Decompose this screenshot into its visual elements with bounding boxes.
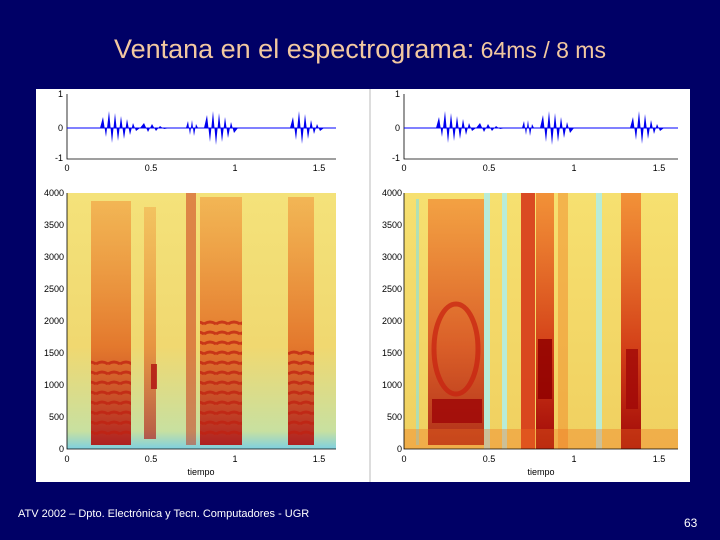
spectrogram-ytick-right-2000: 2000 [382, 316, 402, 326]
spectrogram-xtick-right-0: 0 [401, 454, 406, 464]
waveform-axes-left [66, 94, 336, 160]
waveform-xtick-right-1: 1 [571, 163, 576, 173]
waveform-signal-right [436, 111, 664, 145]
waveform-plot-left: 1 0 -1 0 0.5 1 1.5 [55, 89, 336, 173]
spectrogram-energy-right [404, 193, 678, 449]
waveform-axes-right [403, 94, 678, 160]
waveform-ytick-right-1: 1 [395, 89, 400, 99]
waveform-xtick-right-0.5: 0.5 [483, 163, 496, 173]
spectrogram-ytick-left-1500: 1500 [44, 348, 64, 358]
spectrogram-axes-right [403, 193, 678, 450]
spectrogram-ytick-left-4000: 4000 [44, 188, 64, 198]
spectrogram-ytick-left-500: 500 [49, 412, 64, 422]
waveform-ytick-right-0: 0 [395, 123, 400, 133]
waveform-xtick-right-1.5: 1.5 [653, 163, 666, 173]
spectrogram-ytick-left-3000: 3000 [44, 252, 64, 262]
spectrogram-ytick-right-1000: 1000 [382, 380, 402, 390]
spectrogram-xlabel-right: tiempo [527, 467, 554, 477]
slide-title: Ventana en el espectrograma: 64ms / 8 ms [0, 34, 720, 65]
spectrogram-xtick-left-1: 1 [232, 454, 237, 464]
slide-footer: ATV 2002 – Dpto. Electrónica y Tecn. Com… [18, 508, 310, 520]
waveform-ytick-left-neg1: -1 [55, 153, 63, 163]
waveform-ytick-right-neg1: -1 [392, 153, 400, 163]
spectrogram-ytick-right-2500: 2500 [382, 284, 402, 294]
spectrogram-ytick-right-3000: 3000 [382, 252, 402, 262]
spectrogram-ytick-left-0: 0 [59, 444, 64, 454]
waveform-plot-right: 1 0 -1 0 0.5 1 1.5 [392, 89, 678, 173]
spectrogram-axes-left [66, 193, 336, 450]
spectrogram-plot-right: 4000 3500 3000 2500 2000 1500 1000 500 0… [382, 188, 678, 477]
waveform-ticks-right: 1 0 -1 0 0.5 1 1.5 [392, 89, 665, 173]
spectrogram-ytick-left-3500: 3500 [44, 220, 64, 230]
waveform-xtick-left-0.5: 0.5 [145, 163, 158, 173]
waveform-ytick-left-1: 1 [58, 89, 63, 99]
waveform-xtick-left-0: 0 [64, 163, 69, 173]
spectrogram-ytick-right-4000: 4000 [382, 188, 402, 198]
waveform-signal-left [100, 111, 324, 145]
spectrogram-plot-left: 4000 3500 3000 2500 2000 1500 1000 500 0… [44, 188, 336, 477]
spectrogram-xlabel-left: tiempo [187, 467, 214, 477]
spectrogram-xtick-left-0: 0 [64, 454, 69, 464]
waveform-xtick-right-0: 0 [401, 163, 406, 173]
spectrogram-xtick-right-1.5: 1.5 [653, 454, 666, 464]
spectrogram-energy-left [91, 193, 314, 445]
spectrogram-xtick-left-0.5: 0.5 [145, 454, 158, 464]
spectrogram-xtick-right-1: 1 [571, 454, 576, 464]
waveform-xtick-left-1.5: 1.5 [313, 163, 326, 173]
spectrogram-ytick-right-1500: 1500 [382, 348, 402, 358]
waveform-ticks-left: 1 0 -1 0 0.5 1 1.5 [55, 89, 325, 173]
spectrogram-xtick-left-1.5: 1.5 [313, 454, 326, 464]
spectrogram-ytick-left-2500: 2500 [44, 284, 64, 294]
spectrogram-ytick-right-0: 0 [397, 444, 402, 454]
spectrogram-ytick-left-1000: 1000 [44, 380, 64, 390]
slide-title-sub: 64ms / 8 ms [474, 37, 606, 63]
slide-title-main: Ventana en el espectrograma: [114, 34, 475, 64]
panel-right: 1 0 -1 0 0.5 1 1.5 [382, 89, 678, 477]
page-number: 63 [684, 516, 698, 530]
waveform-xtick-left-1: 1 [232, 163, 237, 173]
spectrogram-ticks-right: 4000 3500 3000 2500 2000 1500 1000 500 0… [382, 188, 665, 477]
spectrogram-ytick-right-500: 500 [387, 412, 402, 422]
panel-left: 1 0 -1 0 0.5 1 1.5 [44, 89, 336, 477]
spectrogram-ytick-right-3500: 3500 [382, 220, 402, 230]
spectrogram-xtick-right-0.5: 0.5 [483, 454, 496, 464]
spectrogram-ytick-left-2000: 2000 [44, 316, 64, 326]
waveform-ytick-left-0: 0 [58, 123, 63, 133]
spectrogram-ticks-left: 4000 3500 3000 2500 2000 1500 1000 500 0… [44, 188, 325, 477]
spectrogram-figure: 1 0 -1 0 0.5 1 1.5 [36, 89, 690, 482]
